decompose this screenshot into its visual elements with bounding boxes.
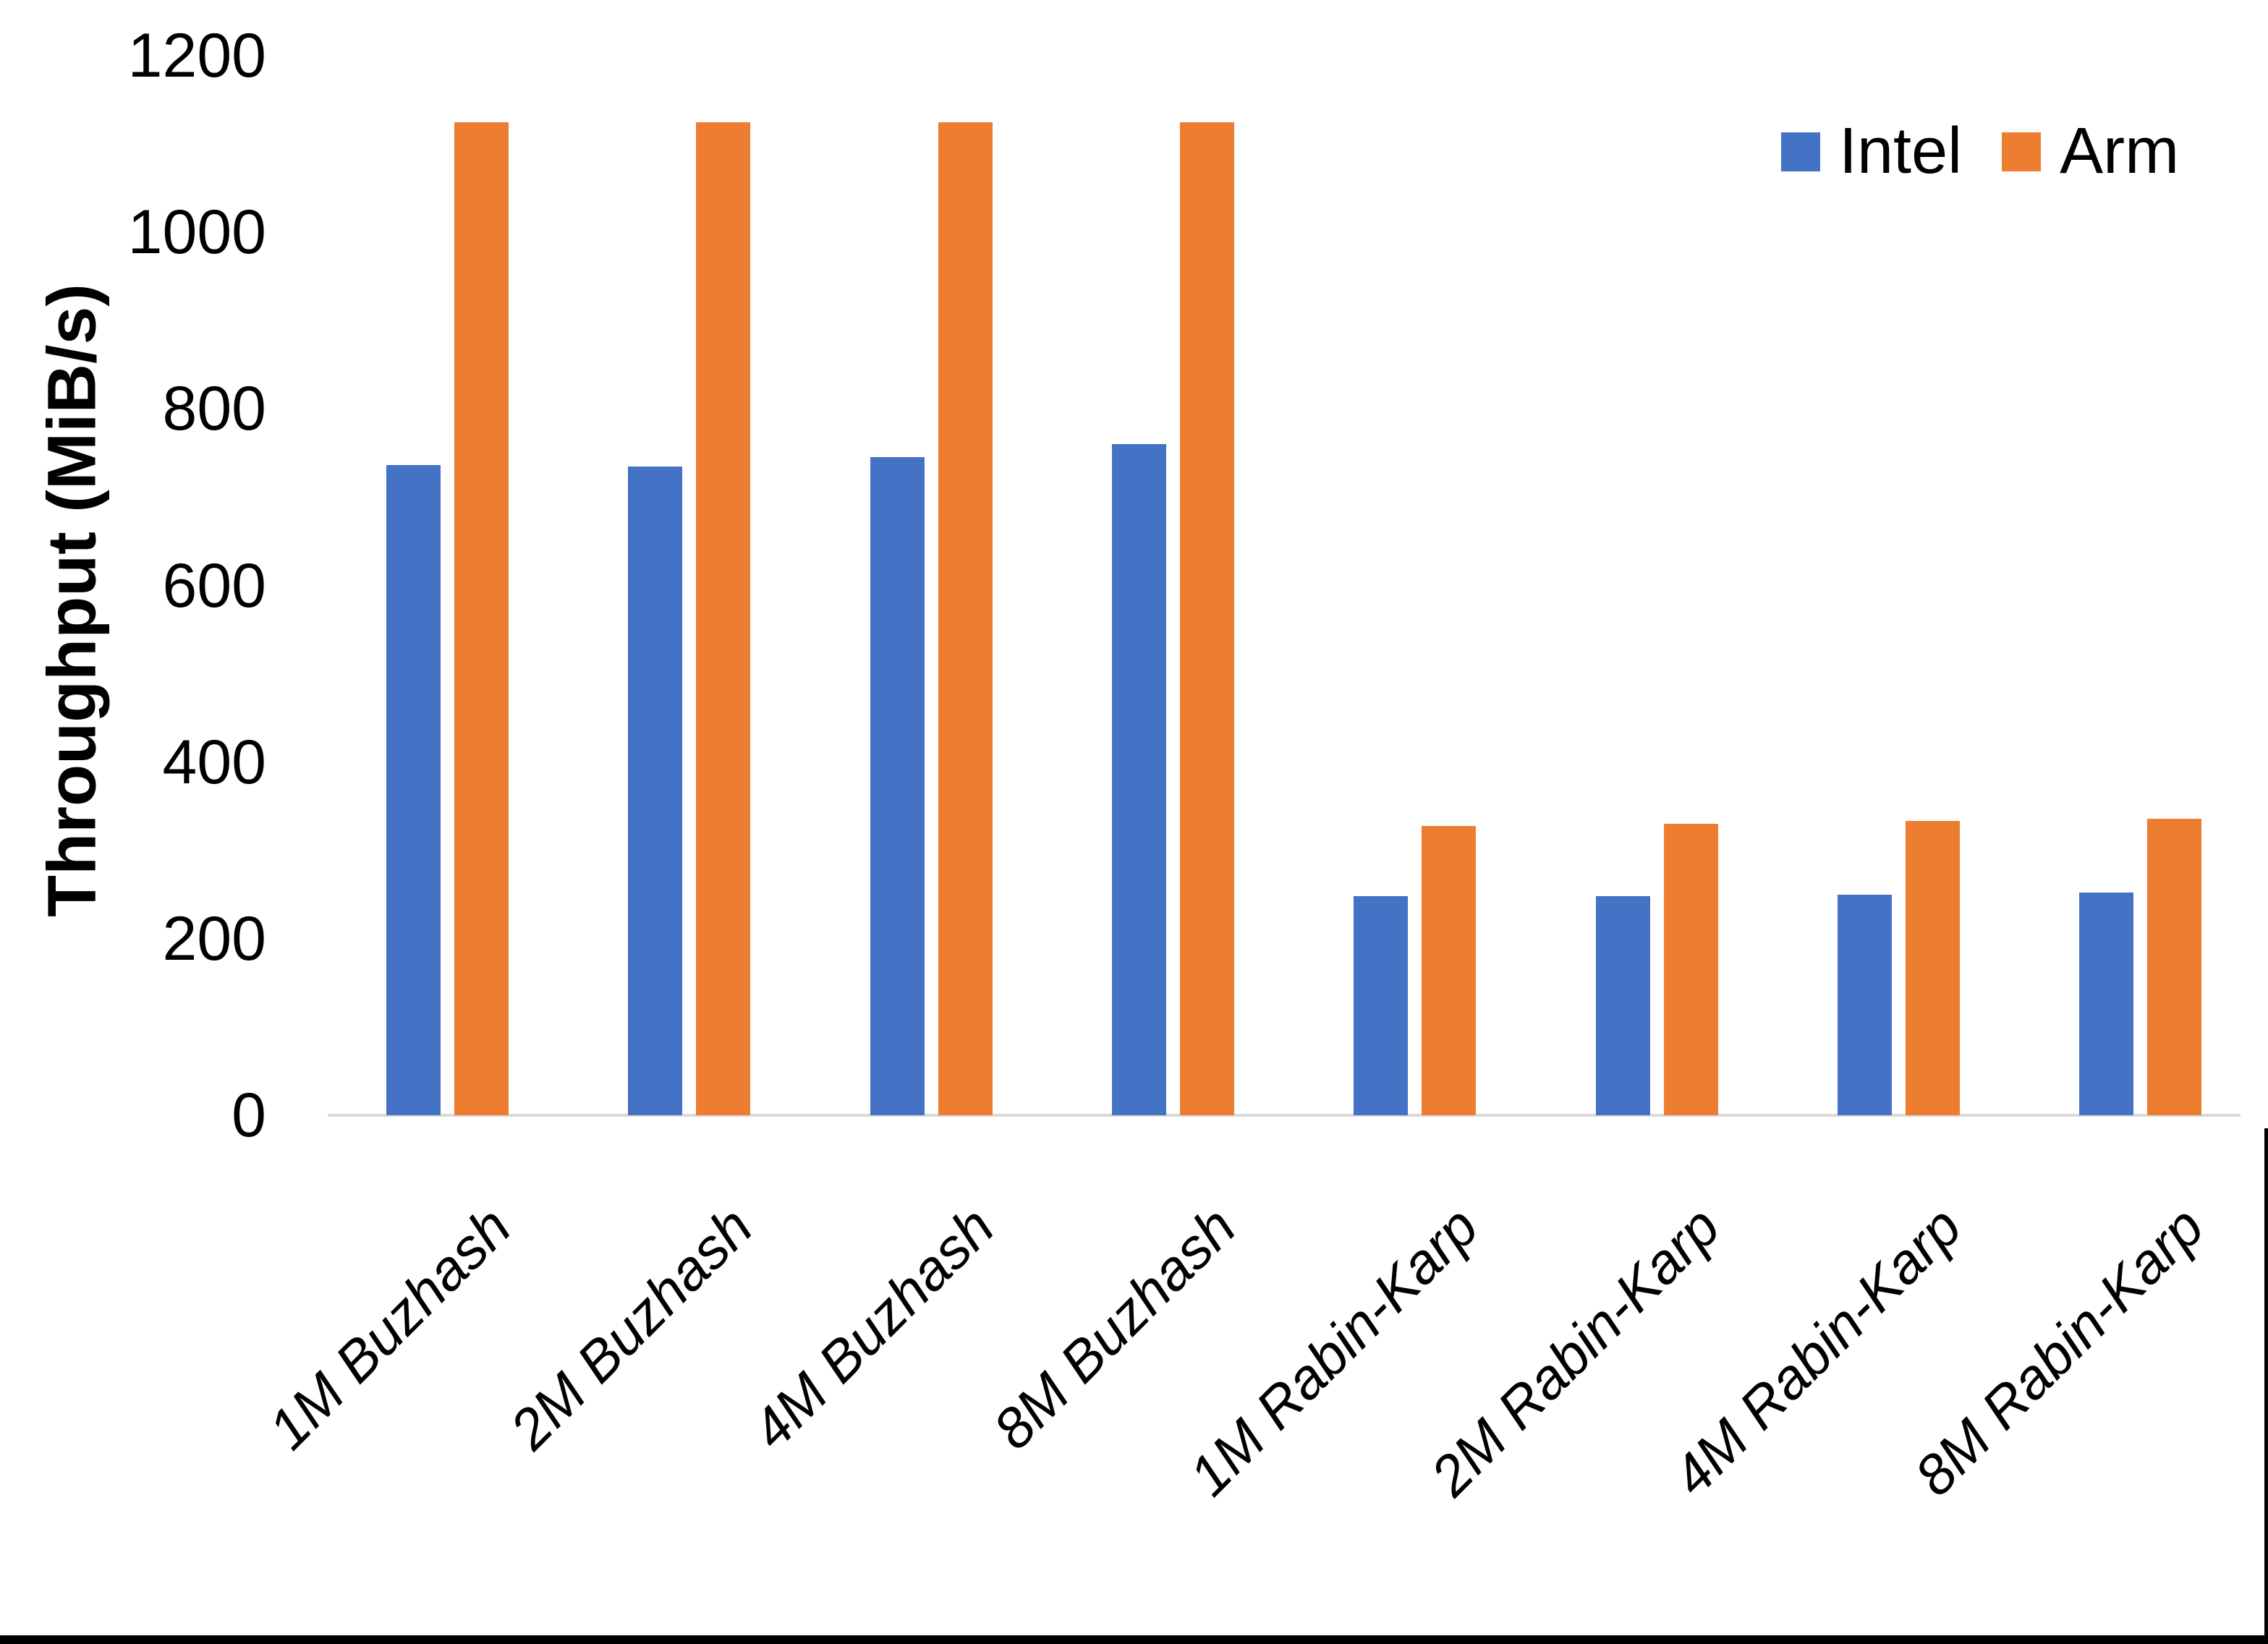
bar-arm-3 <box>938 122 993 1115</box>
x-tick-label: 1M Buzhash <box>255 1194 523 1462</box>
y-tick-label: 400 <box>162 727 267 797</box>
legend-label: Arm <box>2060 115 2180 187</box>
y-tick-label: 200 <box>162 903 267 974</box>
y-tick-label: 0 <box>232 1081 266 1150</box>
bar-intel-8 <box>2079 893 2133 1115</box>
bar-intel-1 <box>386 465 441 1115</box>
legend-swatch-intel <box>1781 132 1820 171</box>
y-tick-label: 600 <box>162 550 267 621</box>
bar-intel-7 <box>1838 895 1892 1115</box>
legend-label: Intel <box>1839 115 1963 187</box>
bar-arm-2 <box>696 122 750 1115</box>
legend-entry-intel: Intel <box>1781 114 1962 189</box>
x-axis-line <box>328 1114 2241 1117</box>
y-tick-label: 1200 <box>127 21 266 90</box>
y-tick-label: 1000 <box>127 197 266 268</box>
bar-intel-4 <box>1112 444 1166 1115</box>
bar-arm-7 <box>1906 821 1960 1115</box>
bar-intel-2 <box>628 467 682 1115</box>
x-tick-label: 4M Buzhash <box>739 1194 1006 1462</box>
x-tick-label: 1M Rabin-Karp <box>1176 1194 1490 1508</box>
legend: Intel Arm <box>1781 114 2179 189</box>
legend-swatch-arm <box>2002 132 2042 171</box>
bar-arm-1 <box>454 122 509 1115</box>
x-tick-label: 4M Rabin-Karp <box>1660 1194 1974 1508</box>
x-tick-label: 8M Rabin-Karp <box>1902 1194 2216 1508</box>
bar-intel-3 <box>870 457 925 1115</box>
x-tick-label: 2M Rabin-Karp <box>1418 1194 1732 1508</box>
bar-arm-5 <box>1422 826 1476 1115</box>
legend-entry-arm: Arm <box>2002 114 2179 189</box>
bar-intel-6 <box>1596 896 1650 1115</box>
bar-arm-4 <box>1180 122 1234 1115</box>
y-tick-label: 800 <box>162 374 267 444</box>
bottom-border <box>0 1635 2268 1644</box>
bar-arm-6 <box>1664 824 1718 1115</box>
bar-intel-5 <box>1354 896 1408 1115</box>
right-border <box>2264 1128 2268 1644</box>
x-tick-label: 8M Buzhash <box>980 1194 1248 1462</box>
bar-arm-8 <box>2147 819 2201 1115</box>
x-tick-label: 2M Buzhash <box>497 1194 765 1462</box>
